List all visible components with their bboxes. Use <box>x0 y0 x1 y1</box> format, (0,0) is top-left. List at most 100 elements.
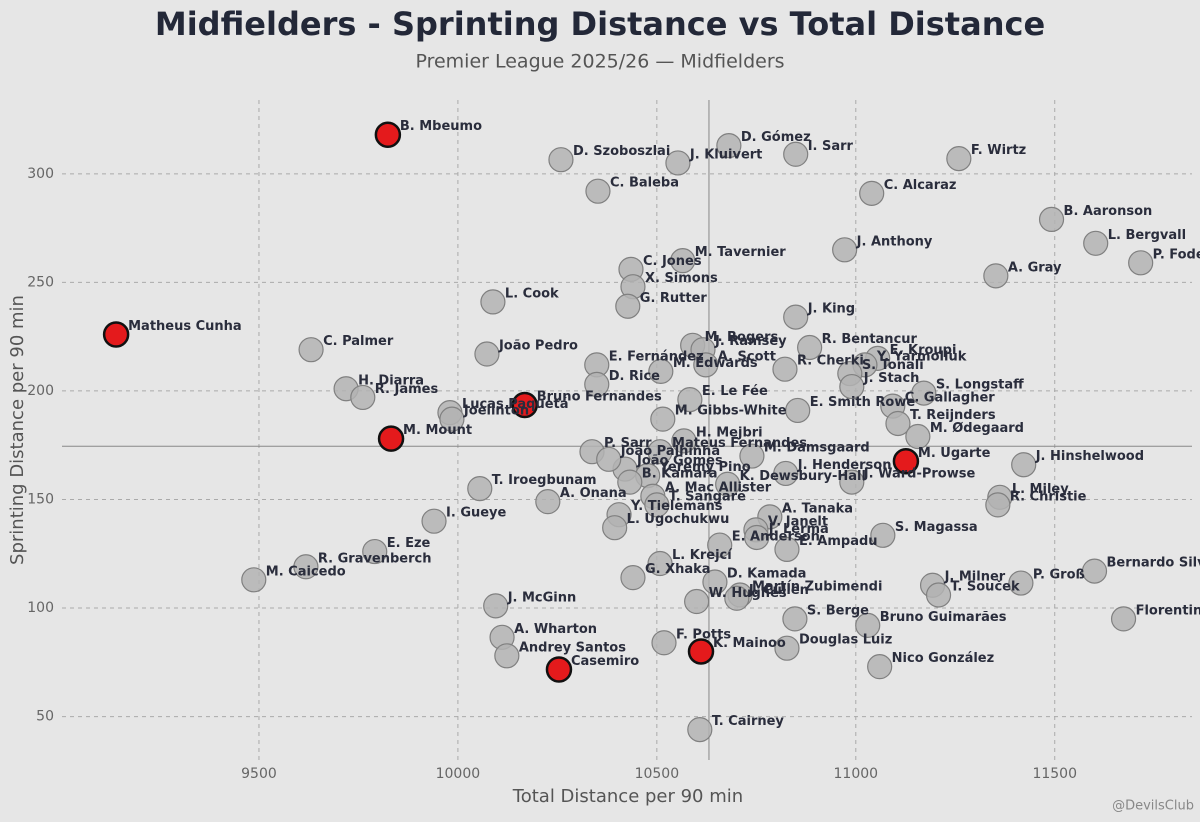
point <box>985 492 1011 518</box>
y-tick-label: 50 <box>36 709 54 725</box>
point <box>707 532 733 558</box>
point <box>494 643 520 669</box>
point-label: E. Eze <box>387 536 431 551</box>
point <box>785 397 811 424</box>
point <box>677 387 703 413</box>
point-label: Bernardo Silva <box>1107 556 1200 571</box>
point <box>671 428 697 454</box>
point <box>774 635 800 661</box>
point <box>511 391 538 419</box>
point-label: A. Tanaka <box>782 501 853 516</box>
point <box>474 341 500 367</box>
point <box>241 567 267 593</box>
point-label: C. Gallagher <box>905 391 996 406</box>
point-label: J. Cullen <box>748 583 809 598</box>
point-label: M. Mount <box>403 423 472 438</box>
point-label: P. Groß <box>1033 568 1085 583</box>
point-label: Joelinton <box>463 404 529 419</box>
point-label: C. Jones <box>643 254 702 269</box>
point-label: T. Iroegbunam <box>492 473 597 488</box>
point-label: J. Anthony <box>856 234 933 249</box>
point-label: L. Bergvall <box>1108 228 1186 243</box>
point <box>797 334 823 361</box>
point-label: M. Ugarte <box>918 446 991 461</box>
point-label: M. Gibbs-White <box>675 404 787 419</box>
point <box>782 606 808 632</box>
point <box>483 593 509 619</box>
point-label: B. Mbeumo <box>400 119 482 134</box>
point <box>602 515 628 541</box>
point <box>298 337 324 363</box>
point <box>1011 452 1037 478</box>
point <box>839 373 865 400</box>
x-tick-label: 10000 <box>436 766 481 782</box>
point-label: M. Edwards <box>673 356 758 371</box>
chart-title: Midfielders - Sprinting Distance vs Tota… <box>155 5 1045 43</box>
x-tick-label: 9500 <box>241 766 277 782</box>
point-label: S. Tonali <box>862 358 924 373</box>
point <box>687 638 715 665</box>
point <box>946 146 972 172</box>
point <box>832 237 858 263</box>
point-label: B. Kamara <box>642 467 718 482</box>
point-label: L. Cook <box>505 286 559 301</box>
point <box>774 536 800 563</box>
credit: @DevilsClub <box>1112 799 1194 814</box>
point-label: Douglas Luiz <box>799 633 892 648</box>
point <box>839 469 865 495</box>
point <box>535 489 561 515</box>
point <box>293 554 319 580</box>
point <box>867 654 893 680</box>
point <box>783 304 809 330</box>
point-label: V. Janelt <box>768 514 828 529</box>
point <box>715 471 741 497</box>
point <box>480 289 506 315</box>
point-label: E. Fernández <box>609 349 704 364</box>
point-label: A. Mac Allister <box>665 481 772 496</box>
point-label: X. Simons <box>645 271 718 286</box>
point-label: J. Hinshelwood <box>1035 449 1144 464</box>
point-label: Yeremy Pino <box>659 460 751 475</box>
point-label: J. Ramsey <box>714 334 787 349</box>
point-label: C. Alcaraz <box>884 178 957 193</box>
point <box>585 178 611 204</box>
point <box>651 630 677 656</box>
point-label: João Palhinha <box>620 444 720 459</box>
y-tick-label: 200 <box>27 383 54 399</box>
point <box>596 446 622 472</box>
point <box>615 293 641 319</box>
point-label: F. Potts <box>676 627 731 642</box>
point-label: R. Bentancur <box>822 332 918 347</box>
point <box>1128 250 1154 276</box>
point-label: J. Stach <box>863 371 920 386</box>
point-label: J. Ward-Prowse <box>863 467 976 482</box>
point-label: A. Wharton <box>514 622 597 637</box>
point <box>1110 606 1137 632</box>
point-label: E. Anderson <box>732 530 820 545</box>
point-label: S. Magassa <box>895 520 978 535</box>
point-label: Nico González <box>892 651 995 666</box>
point-label: I. Gueye <box>446 506 507 521</box>
point <box>584 371 610 398</box>
point <box>744 524 770 551</box>
point-label: R. Christie <box>1010 489 1087 504</box>
chart-subtitle: Premier League 2025/26 — Midfielders <box>415 51 784 73</box>
point-label: João Gomes <box>636 454 723 469</box>
point-label: C. Palmer <box>323 334 394 349</box>
x-axis-label: Total Distance per 90 min <box>512 786 743 807</box>
point-label: D. Kamada <box>727 566 807 581</box>
point-label: T. Sangaré <box>669 489 746 504</box>
point-label: Martín Zubimendi <box>752 580 882 595</box>
point <box>1081 558 1108 584</box>
point <box>870 522 896 548</box>
point <box>724 585 750 611</box>
point-label: Lucas Paquetá <box>462 397 569 412</box>
point <box>885 410 911 437</box>
point-label: J. Milner <box>944 570 1006 585</box>
point-label: J. Kluivert <box>689 147 762 162</box>
point <box>702 569 728 595</box>
point <box>377 425 405 452</box>
point <box>620 565 646 591</box>
point <box>548 147 574 173</box>
